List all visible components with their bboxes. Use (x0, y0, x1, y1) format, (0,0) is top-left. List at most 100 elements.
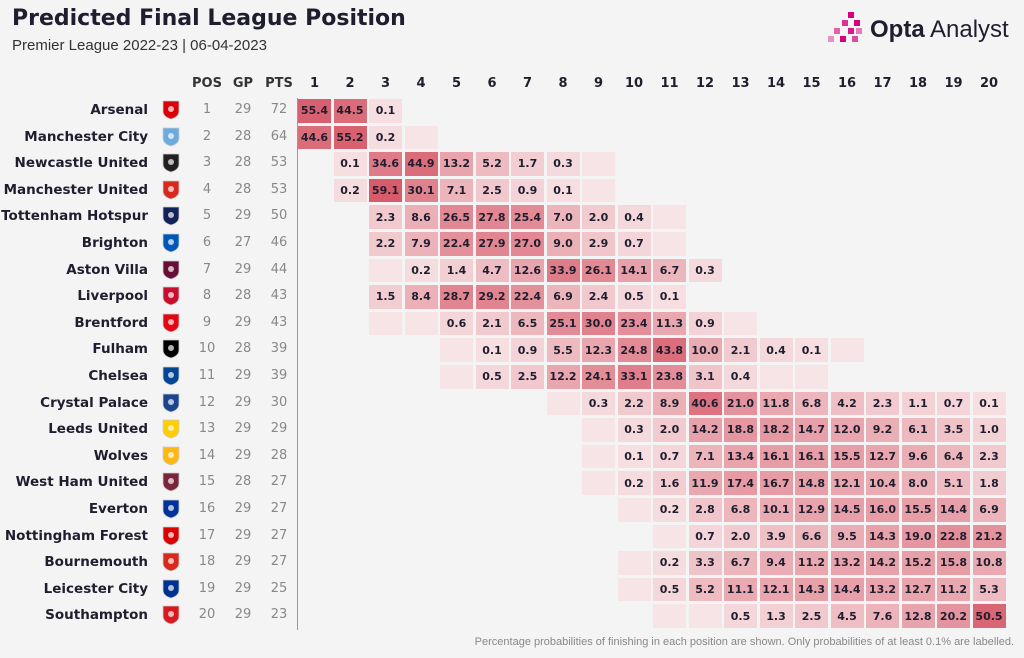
heatmap-cell: 20.2 (937, 604, 970, 628)
heatmap-cell: 29.2 (475, 285, 509, 309)
position-header-5: 5 (451, 76, 462, 91)
position-header-19: 19 (944, 76, 963, 91)
heatmap-cell: 22.4 (511, 285, 544, 309)
position-header-6: 6 (487, 76, 497, 91)
team-pts: 39 (270, 368, 288, 383)
heatmap-cell: 5.2 (688, 577, 722, 602)
leicester-crest (162, 579, 180, 599)
team-pos: 16 (198, 501, 216, 516)
heatmap-cell: 0.7 (617, 232, 651, 256)
team-name: Arsenal (90, 102, 148, 118)
heatmap-cell: 0.1 (369, 99, 402, 123)
heatmap-cell: 15.5 (901, 498, 935, 522)
position-header-10: 10 (624, 76, 644, 91)
team-name: Manchester United (3, 181, 148, 198)
heatmap-cell: 2.8 (688, 498, 722, 522)
team-name: Manchester City (24, 128, 148, 145)
heatmap-cell (724, 311, 757, 336)
heatmap-cell: 2.2 (617, 391, 651, 416)
heatmap-cell: 22.8 (937, 524, 970, 549)
heatmap-cell: 7.1 (688, 444, 722, 469)
team-pos: 19 (198, 580, 216, 596)
team-pts: 43 (270, 314, 288, 330)
team-pos: 7 (202, 261, 212, 277)
position-header-20: 20 (979, 76, 999, 91)
heatmap-cell: 30.1 (404, 178, 438, 203)
heatmap-cell: 14.4 (830, 577, 864, 602)
heatmap-cell: 18.2 (759, 418, 793, 442)
forest-crest (162, 526, 180, 546)
heatmap-cell: 18.8 (724, 418, 757, 442)
heatmap-cell: 6.1 (901, 418, 935, 442)
heatmap-cell: 7.1 (440, 178, 473, 203)
heatmap-cell: 11.2 (795, 551, 828, 575)
position-header-16: 16 (837, 76, 857, 91)
team-gp: 28 (234, 474, 252, 490)
heatmap-cell: 6.8 (724, 498, 757, 522)
heatmap-cell: 2.1 (724, 338, 757, 362)
heatmap-cell (440, 338, 473, 362)
heatmap-cell: 33.9 (546, 258, 580, 283)
heatmap-cell: 24.8 (617, 338, 651, 362)
heatmap-cell: 27.9 (475, 232, 509, 256)
heatmap-cell (830, 338, 864, 362)
wolves-crest (162, 446, 180, 466)
heatmap-cell: 16.1 (795, 444, 828, 469)
heatmap-cell: 11.9 (688, 471, 722, 495)
heatmap-cell: 2.5 (795, 604, 828, 628)
heatmap-cell: 1.1 (901, 391, 935, 416)
heatmap-cell: 2.3 (972, 444, 1006, 469)
heatmap-cell: 2.4 (582, 285, 615, 309)
chelsea-crest (162, 366, 180, 386)
heatmap-cell: 14.1 (617, 258, 651, 283)
heatmap-cell: 12.8 (901, 604, 935, 628)
heatmap-cell: 33.1 (617, 365, 651, 389)
heatmap-cell: 0.9 (511, 178, 544, 203)
heatmap-cell: 15.8 (937, 551, 970, 575)
aston-villa-crest (162, 260, 180, 280)
heatmap-cell: 27.8 (475, 205, 509, 229)
heatmap-cell: 13.2 (440, 152, 473, 176)
heatmap-cell (653, 232, 686, 256)
heatmap-cell: 50.5 (972, 604, 1006, 628)
heatmap-cell: 12.7 (866, 444, 899, 469)
crystal-palace-crest (162, 393, 180, 413)
heatmap-cell: 44.5 (333, 99, 367, 123)
team-name: West Ham United (15, 474, 148, 491)
brighton-crest (162, 233, 180, 253)
southampton-crest (162, 605, 180, 625)
heatmap-cell: 0.7 (688, 524, 722, 549)
heatmap-cell: 12.0 (830, 418, 864, 442)
heatmap-cell: 0.2 (333, 178, 367, 203)
team-gp: 29 (234, 447, 252, 463)
position-header-13: 13 (731, 76, 750, 91)
team-name: Wolves (93, 447, 148, 464)
team-gp: 27 (234, 235, 252, 250)
heatmap-cell: 0.4 (724, 365, 757, 389)
heatmap-cell: 4.5 (830, 604, 864, 628)
heatmap-cell: 26.1 (582, 258, 615, 283)
team-pos: 1 (202, 102, 212, 117)
heatmap-cell (582, 418, 615, 442)
heatmap-cell: 16.0 (866, 498, 899, 522)
team-pts: 43 (270, 288, 288, 304)
heatmap-cell: 0.7 (937, 391, 970, 416)
team-gp: 29 (234, 368, 252, 383)
position-header-2: 2 (345, 76, 355, 91)
team-name: Fulham (92, 341, 148, 358)
heatmap-cell: 0.2 (653, 551, 686, 575)
heatmap-cell: 5.2 (475, 152, 509, 176)
team-name: Leeds United (48, 421, 148, 438)
heatmap-cell: 0.5 (724, 604, 757, 628)
heatmap-cell (582, 444, 615, 469)
opta-analyst-logo: Opta Analyst (826, 12, 1016, 48)
heatmap-cell: 14.2 (866, 551, 899, 575)
pos-header: POS (192, 76, 222, 91)
heatmap-cell: 10.4 (866, 471, 899, 495)
team-pts: 27 (270, 474, 288, 490)
heatmap-cell: 0.4 (759, 338, 793, 362)
heatmap-cell: 1.4 (440, 258, 473, 283)
team-pts: 27 (270, 554, 288, 570)
chart-subtitle: Premier League 2022-23 | 06-04-2023 (12, 37, 267, 54)
team-pts: 44 (270, 261, 288, 277)
